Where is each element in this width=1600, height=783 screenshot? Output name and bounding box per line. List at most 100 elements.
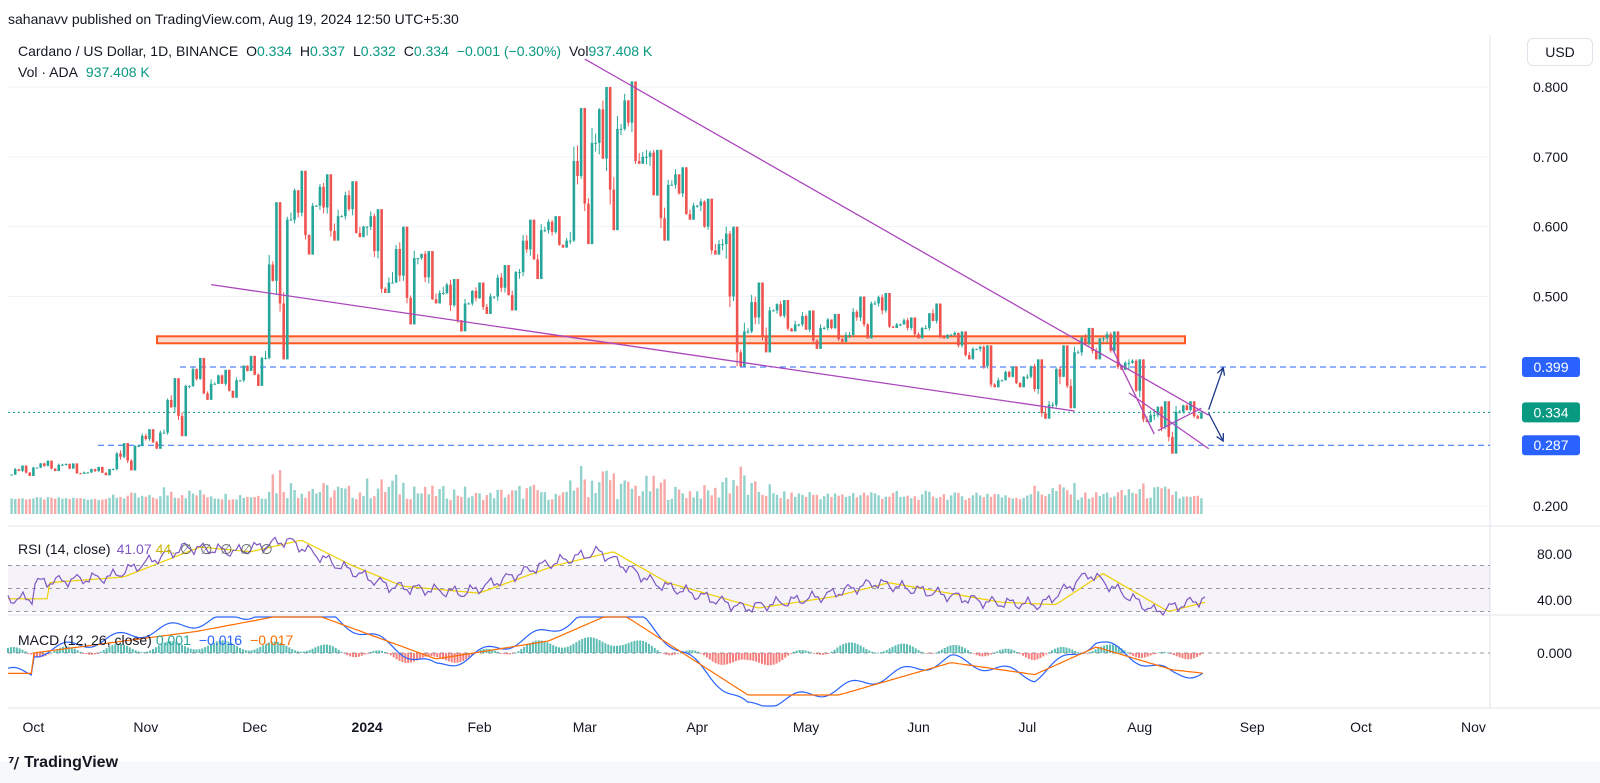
volume-bar xyxy=(68,499,71,514)
candle-body xyxy=(264,357,267,359)
macd-histogram-bar xyxy=(1190,653,1193,660)
macd-histogram-bar xyxy=(415,653,418,661)
volume-bar xyxy=(830,496,833,514)
volume-bar xyxy=(209,496,213,514)
volume-bar xyxy=(1113,496,1116,514)
volume-bar xyxy=(572,490,576,514)
candle-body xyxy=(819,327,822,349)
candle-body xyxy=(423,253,427,278)
volume-bar xyxy=(558,495,561,514)
macd-histogram-bar xyxy=(749,653,752,661)
candle-body xyxy=(1171,436,1174,454)
macd-histogram-bar xyxy=(70,647,73,653)
price-tag xyxy=(1522,435,1580,456)
macd-histogram-bar xyxy=(299,651,302,653)
macd-legend[interactable]: MACD (12, 26, close) 0.001 −0.016 −0.017 xyxy=(18,632,293,648)
macd-histogram-bar xyxy=(259,646,262,653)
candle-body xyxy=(888,293,891,327)
rsi-label: RSI (14, close) xyxy=(18,541,111,557)
candle-body xyxy=(808,310,811,330)
candle-body xyxy=(891,326,895,328)
candle-body xyxy=(1015,366,1018,384)
candle-body xyxy=(1062,345,1065,377)
macd-histogram-bar xyxy=(1175,653,1178,657)
volume-bar xyxy=(888,496,891,514)
macd-histogram-bar xyxy=(1097,647,1100,653)
macd-histogram-bar xyxy=(468,653,471,658)
volume-bar xyxy=(177,498,180,514)
candle-body xyxy=(554,216,558,232)
macd-histogram-bar xyxy=(549,643,552,653)
macd-histogram-bar xyxy=(792,651,795,653)
volume-bar xyxy=(565,491,568,514)
candle-body xyxy=(169,399,173,408)
macd-histogram-bar xyxy=(494,650,497,653)
macd-histogram-bar xyxy=(125,645,128,653)
volume-bar xyxy=(362,495,365,514)
macd-histogram-bar xyxy=(868,650,871,653)
candle-body xyxy=(815,340,819,349)
volume-bar xyxy=(460,496,463,514)
volume-bar xyxy=(761,494,764,514)
macd-histogram-bar xyxy=(987,653,990,656)
macd-histogram-bar xyxy=(282,644,285,653)
rsi-legend[interactable]: RSI (14, close) 41.07 44. ∅ ∅ ∅ ∅ ∅ xyxy=(18,541,275,558)
volume-bar xyxy=(783,491,786,514)
macd-histogram-bar xyxy=(363,653,366,655)
volume-bar xyxy=(717,497,721,514)
macd-histogram-bar xyxy=(540,640,543,653)
macd-histogram-bar xyxy=(418,653,421,660)
candle-body xyxy=(975,348,978,350)
macd-histogram-bar xyxy=(465,653,468,660)
volume-bar xyxy=(64,498,68,514)
candle-body xyxy=(300,170,304,213)
macd-histogram-bar xyxy=(827,653,830,654)
macd-histogram-bar xyxy=(575,642,578,653)
macd-histogram-bar xyxy=(355,653,357,658)
volume-bar xyxy=(1153,487,1156,514)
macd-histogram-bar xyxy=(781,653,784,660)
volume-bar xyxy=(656,488,659,514)
candle-body xyxy=(811,310,815,341)
volume-bar xyxy=(1116,492,1120,514)
macd-histogram-bar xyxy=(734,653,737,662)
macd-histogram-bar xyxy=(853,643,856,653)
volume-bar xyxy=(1120,490,1123,514)
candle-body xyxy=(568,240,572,242)
volume-bar xyxy=(438,489,441,514)
candle-body xyxy=(344,195,347,217)
macd-histogram-bar xyxy=(224,640,227,653)
candle-body xyxy=(101,466,104,473)
candle-body xyxy=(318,186,322,206)
volume-bar xyxy=(384,492,387,514)
currency-button[interactable]: USD xyxy=(1527,38,1593,66)
macd-histogram-bar xyxy=(186,647,189,653)
macd-histogram-bar xyxy=(1051,650,1053,653)
candle-body xyxy=(1149,415,1152,423)
candle-body xyxy=(1185,405,1189,410)
candle-body xyxy=(641,156,645,164)
macd-histogram-bar xyxy=(349,653,352,657)
candle-body xyxy=(391,282,394,284)
tradingview-logo[interactable]: ⁷/ TradingView xyxy=(8,754,118,772)
candle-body xyxy=(1069,385,1073,409)
volume-bar xyxy=(300,493,304,514)
volume-bar xyxy=(920,494,924,514)
candle-body xyxy=(920,327,924,339)
candle-body xyxy=(133,445,137,471)
macd-histogram-bar xyxy=(642,641,645,653)
volume-bar xyxy=(82,498,86,514)
candle-body xyxy=(463,303,467,332)
price-tag-label: 0.287 xyxy=(1533,437,1568,453)
candle-body xyxy=(162,432,166,434)
macd-histogram-bar xyxy=(239,647,241,653)
volume-bar xyxy=(735,485,739,514)
volume-bar xyxy=(90,499,93,514)
candle-body xyxy=(1094,350,1098,360)
volume-bar xyxy=(543,492,547,514)
candle-body xyxy=(434,299,438,304)
price-tag xyxy=(1522,357,1580,378)
volume-bar xyxy=(351,497,354,514)
volume-bar xyxy=(202,494,206,514)
